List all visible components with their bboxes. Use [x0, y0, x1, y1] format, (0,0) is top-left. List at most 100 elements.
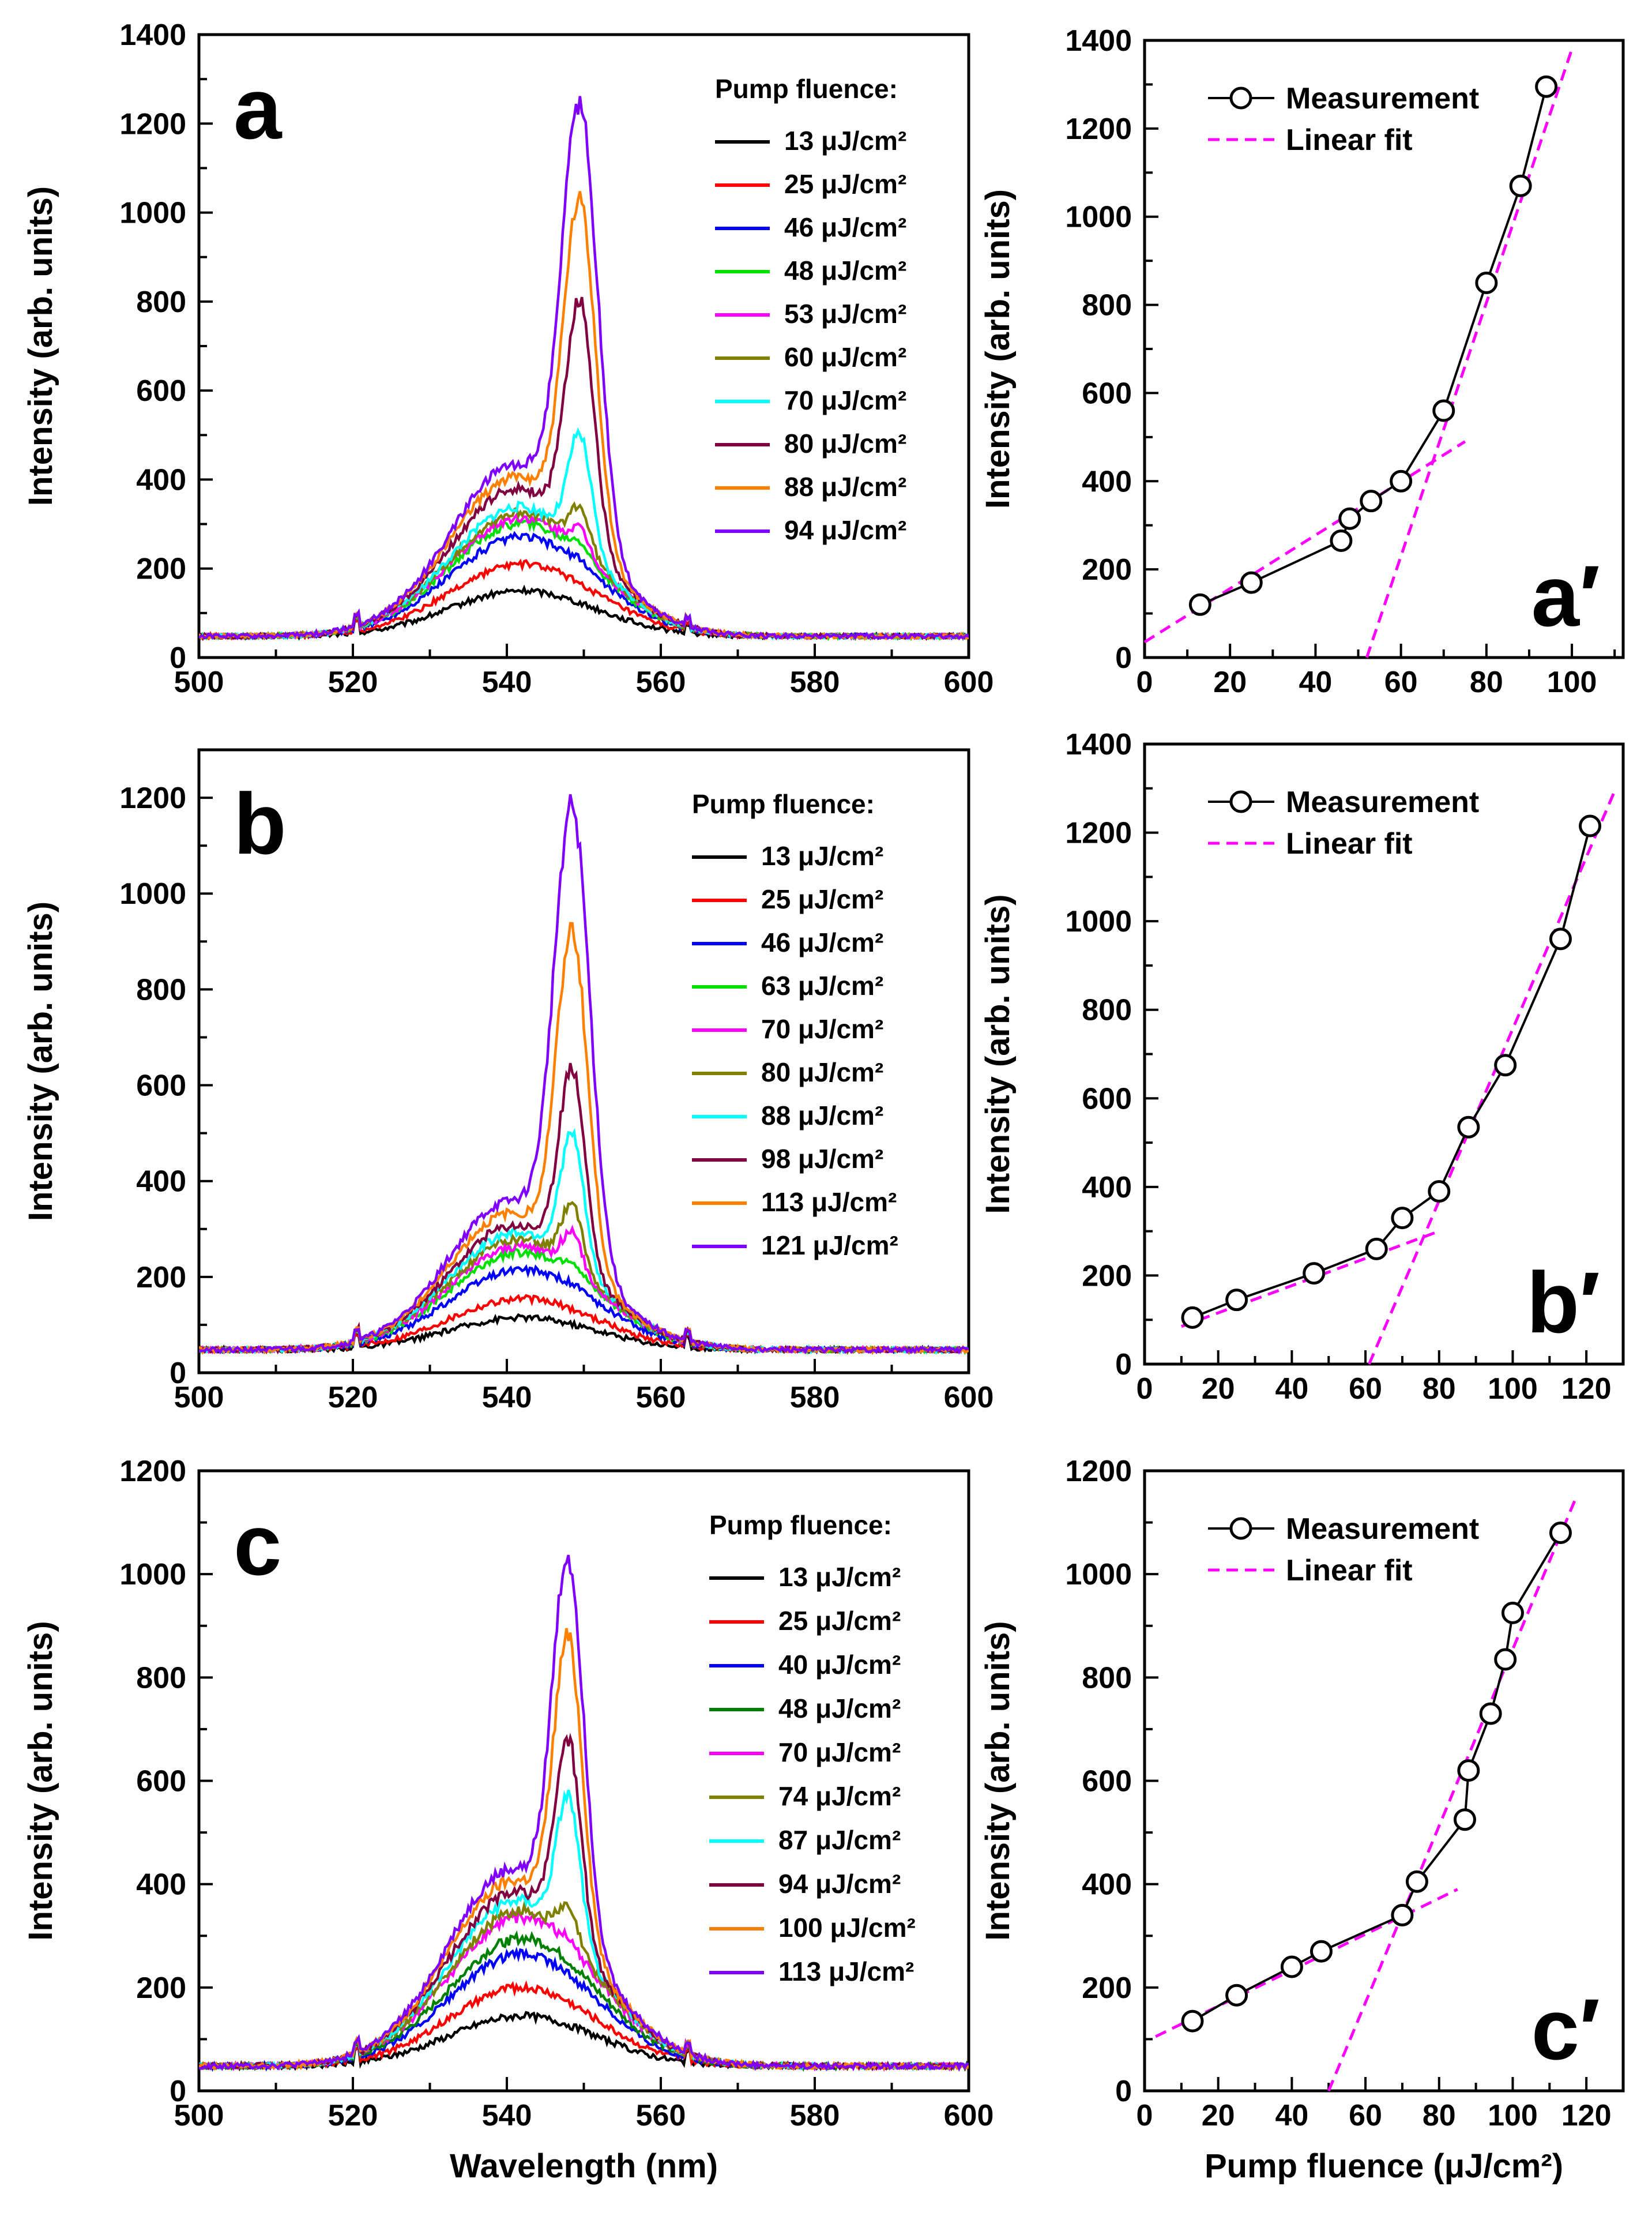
y-tick-label: 400: [1082, 1171, 1132, 1204]
x-tick-label: 80: [1470, 666, 1503, 699]
y-tick-label: 600: [136, 1069, 186, 1103]
legend-entry: 40 μJ/cm²: [778, 1650, 901, 1680]
legend-entry: 113 μJ/cm²: [761, 1187, 897, 1217]
measurement-point: [1181, 1306, 1204, 1329]
x-tick-label: 580: [790, 2099, 840, 2132]
x-tick-label: 40: [1275, 1372, 1308, 1406]
measurement-point: [1330, 529, 1353, 552]
legend-entry: 100 μJ/cm²: [778, 1913, 916, 1943]
y-tick-label: 1200: [119, 782, 186, 815]
measurement-point: [1240, 571, 1263, 594]
y-tick-label: 1000: [119, 877, 186, 911]
measurement-point: [1453, 1808, 1476, 1831]
measurement-point: [1535, 75, 1558, 98]
spectrum-series: [199, 1733, 969, 2072]
x-tick-label: 560: [636, 2099, 686, 2132]
x-tick-label: 560: [636, 1381, 686, 1414]
legend-entry: 98 μJ/cm²: [761, 1144, 883, 1174]
legend-entry: 88 μJ/cm²: [761, 1101, 883, 1130]
y-tick-label: 400: [1082, 1868, 1132, 1902]
chart-panel-a: 500 520 540 560 580 600 0 200 400 600 800 1000 1200 1…: [22, 18, 994, 699]
legend-entry: 25 μJ/cm²: [778, 1606, 901, 1636]
y-tick-label: 800: [1082, 994, 1132, 1027]
y-tick-label: 1400: [1065, 728, 1132, 761]
legend-entry: 13 μJ/cm²: [761, 841, 883, 871]
measurement-line: [1199, 86, 1548, 606]
chart-panel-c: 500 520 540 560 580 600 0 200 400 600 800 1000 1200 I…: [22, 1455, 994, 2185]
measurement-point: [1225, 1984, 1248, 2007]
x-tick-label: 500: [174, 666, 224, 699]
spectrum-series: [199, 1264, 969, 1355]
y-tick-label: 200: [136, 1261, 186, 1294]
measurement-point: [1579, 814, 1602, 837]
legend-entry: 70 μJ/cm²: [784, 385, 906, 415]
legend-entry: 60 μJ/cm²: [784, 342, 906, 372]
measurement-point: [1501, 1601, 1524, 1624]
y-tick-label: 800: [136, 1661, 186, 1695]
measurement-point: [1188, 593, 1211, 616]
legend-entry: 74 μJ/cm²: [778, 1781, 901, 1811]
y-axis-label: Intensity (arb. units): [22, 902, 59, 1221]
x-tick-label: 100: [1547, 666, 1597, 699]
x-tick-label: 40: [1299, 666, 1333, 699]
spectrum-series: [199, 558, 969, 641]
panel-label: c: [234, 1496, 281, 1593]
x-tick-label: 600: [944, 666, 994, 699]
y-tick-label: 600: [136, 1765, 186, 1798]
chart-panel-b-prime: 0 20 40 60 80 100 1200200400600800100012001400…: [979, 728, 1625, 1406]
x-tick-label: 600: [944, 1381, 994, 1414]
legend-entry: 80 μJ/cm²: [761, 1057, 883, 1087]
x-tick-label: 520: [328, 1381, 378, 1414]
y-tick-label: 400: [136, 463, 186, 497]
y-tick-label: 800: [136, 973, 186, 1006]
x-tick-label: 520: [328, 2099, 378, 2132]
y-tick-label: 200: [1082, 553, 1132, 587]
y-tick-label: 0: [1115, 2075, 1132, 2108]
legend-entry-fit: Linear fit: [1286, 123, 1413, 157]
legend-title: Pump fluence:: [715, 74, 898, 104]
legend-entry: 113 μJ/cm²: [778, 1956, 914, 1986]
y-tick-label: 600: [1082, 1082, 1132, 1116]
legend-entry: 46 μJ/cm²: [761, 927, 883, 957]
measurement-point: [1390, 470, 1413, 493]
measurement-point: [1432, 399, 1455, 422]
y-tick-label: 1000: [119, 1558, 186, 1591]
legend-entry-measurement: Measurement: [1286, 786, 1479, 819]
panel-label: a′: [1531, 547, 1600, 644]
legend-entry: 63 μJ/cm²: [761, 971, 883, 1001]
x-axis-label: Wavelength (nm): [450, 2147, 718, 2185]
y-tick-label: 1400: [119, 18, 186, 52]
y-tick-label: 1200: [119, 107, 186, 141]
x-tick-label: 580: [790, 1381, 840, 1414]
legend-title: Pump fluence:: [709, 1510, 892, 1540]
legend-entry-fit: Linear fit: [1286, 827, 1413, 861]
measurement-point: [1494, 1648, 1517, 1671]
legend-entry: 94 μJ/cm²: [784, 515, 906, 545]
y-tick-label: 1000: [1065, 201, 1132, 234]
x-tick-label: 20: [1202, 2099, 1235, 2132]
legend-entry: 121 μJ/cm²: [761, 1230, 898, 1260]
x-tick-label: 60: [1349, 2099, 1382, 2132]
y-tick-label: 200: [1082, 1259, 1132, 1293]
y-tick-label: 1400: [1065, 24, 1132, 58]
legend-marker: [1229, 790, 1252, 813]
legend-entry-fit: Linear fit: [1286, 1554, 1413, 1587]
y-tick-label: 200: [136, 553, 186, 586]
x-tick-label: 500: [174, 1381, 224, 1414]
panel-label: b: [234, 775, 287, 872]
measurement-point: [1181, 2010, 1204, 2033]
measurement-point: [1225, 1289, 1248, 1312]
legend-entry: 25 μJ/cm²: [761, 884, 883, 914]
measurement-point: [1391, 1903, 1414, 1926]
x-tick-label: 120: [1561, 2099, 1612, 2132]
legend-marker: [1229, 87, 1252, 110]
x-tick-label: 20: [1213, 666, 1247, 699]
legend-entry-measurement: Measurement: [1286, 1512, 1479, 1546]
spectra-group: [199, 1554, 969, 2072]
legend-entry: 13 μJ/cm²: [784, 126, 906, 156]
x-tick-label: 60: [1384, 666, 1418, 699]
measurement-point: [1549, 927, 1572, 951]
y-tick-label: 0: [1115, 1348, 1132, 1381]
y-tick-label: 400: [136, 1868, 186, 1902]
y-tick-label: 1000: [1065, 1558, 1132, 1591]
